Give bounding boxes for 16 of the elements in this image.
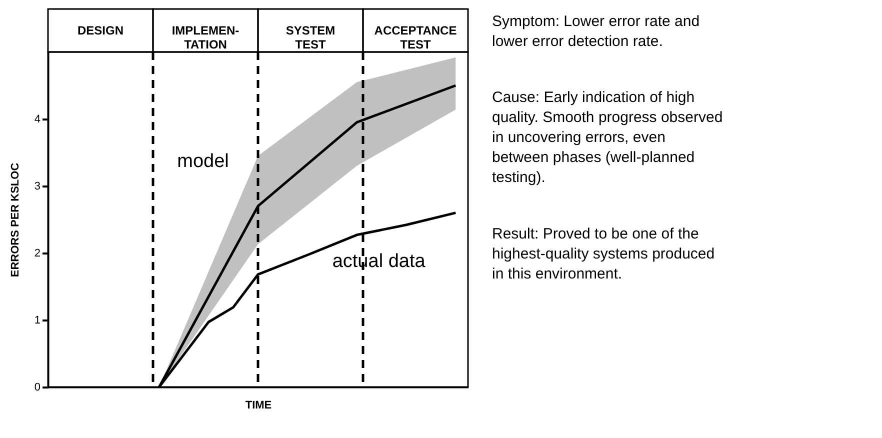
y-tick-label: 2 — [34, 248, 40, 260]
series-label: actual data — [332, 250, 426, 272]
y-tick-label: 1 — [34, 314, 40, 326]
text: model — [177, 151, 229, 172]
y-tick-label: 3 — [34, 180, 40, 192]
x-axis-title: TIME — [245, 400, 272, 412]
y-tick-label: 0 — [34, 382, 40, 394]
text: Cause: Early indication of high quality. Smooth progress observed in uncovering errors, even between phases (well-planned testing). — [492, 89, 723, 186]
text: Result: Proved to be one of the highest-quality systems produced in this environment. — [492, 225, 715, 282]
text: IMPLEMEN- TATION — [172, 24, 240, 52]
text: ACCEPTANCE TEST — [374, 24, 457, 52]
text: Symptom: Lower error rate and lower error detection rate. — [492, 13, 700, 50]
y-axis-title: ERRORS PER KSLOC — [9, 162, 22, 278]
text: SYSTEM TEST — [286, 24, 336, 52]
y-tick-label: 4 — [34, 114, 40, 126]
text: DESIGN — [77, 24, 124, 38]
